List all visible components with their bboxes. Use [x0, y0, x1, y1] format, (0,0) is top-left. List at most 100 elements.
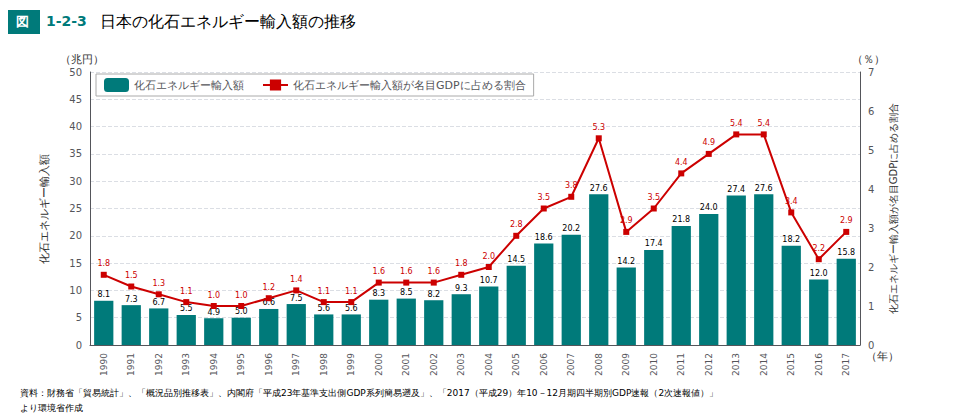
svg-text:15.8: 15.8	[837, 248, 855, 257]
svg-text:14.2: 14.2	[617, 257, 635, 266]
svg-text:1991: 1991	[126, 353, 136, 376]
svg-text:1.1: 1.1	[317, 287, 330, 296]
svg-text:1-2-3: 1-2-3	[46, 13, 87, 29]
svg-text:3.5: 3.5	[647, 193, 660, 202]
svg-text:25: 25	[69, 203, 82, 214]
svg-text:資料：財務省「貿易統計」、「概況品別推移表」、内閣府「平成2: 資料：財務省「貿易統計」、「概況品別推移表」、内閣府「平成23年基準支出側GDP…	[20, 388, 718, 398]
svg-text:7.3: 7.3	[125, 295, 138, 304]
svg-text:1.2: 1.2	[262, 283, 275, 292]
svg-text:1.0: 1.0	[207, 291, 220, 300]
svg-text:2008: 2008	[594, 353, 604, 376]
svg-text:18.6: 18.6	[535, 233, 553, 242]
svg-text:3.4: 3.4	[785, 197, 798, 206]
svg-text:45: 45	[69, 94, 82, 105]
svg-text:30: 30	[69, 176, 82, 187]
svg-text:5.6: 5.6	[345, 304, 358, 313]
svg-text:1993: 1993	[181, 353, 191, 376]
svg-text:2007: 2007	[566, 353, 576, 376]
svg-text:5: 5	[868, 145, 874, 156]
svg-text:2004: 2004	[484, 353, 494, 376]
svg-text:1995: 1995	[236, 353, 246, 376]
svg-text:1.8: 1.8	[455, 259, 468, 268]
svg-text:2001: 2001	[401, 353, 411, 376]
svg-text:1.6: 1.6	[372, 267, 385, 276]
svg-text:7: 7	[868, 67, 874, 78]
svg-text:1.5: 1.5	[125, 271, 138, 280]
svg-text:27.4: 27.4	[727, 185, 745, 194]
svg-text:4: 4	[868, 184, 874, 195]
svg-text:2015: 2015	[786, 353, 796, 376]
svg-text:1998: 1998	[319, 353, 329, 376]
svg-text:7.5: 7.5	[290, 294, 303, 303]
svg-text:5.4: 5.4	[730, 119, 743, 128]
svg-text:1.1: 1.1	[180, 287, 193, 296]
svg-text:2006: 2006	[539, 353, 549, 376]
svg-text:14.5: 14.5	[507, 255, 525, 264]
svg-text:17.4: 17.4	[645, 239, 663, 248]
svg-text:1: 1	[868, 301, 874, 312]
svg-text:1.0: 1.0	[235, 291, 248, 300]
svg-text:15: 15	[69, 258, 82, 269]
svg-text:5.6: 5.6	[317, 304, 330, 313]
svg-text:1992: 1992	[154, 353, 164, 376]
svg-text:2.0: 2.0	[482, 252, 495, 261]
svg-text:2: 2	[868, 262, 874, 273]
svg-text:4.9: 4.9	[207, 308, 220, 317]
svg-text:1999: 1999	[346, 353, 356, 376]
svg-text:5: 5	[76, 312, 82, 323]
svg-text:2011: 2011	[676, 353, 686, 376]
svg-text:0: 0	[868, 340, 874, 351]
svg-text:9.3: 9.3	[455, 284, 468, 293]
svg-text:2009: 2009	[621, 353, 631, 376]
svg-text:5.4: 5.4	[757, 119, 770, 128]
svg-text:3.8: 3.8	[565, 181, 578, 190]
svg-text:20.2: 20.2	[562, 224, 580, 233]
svg-text:（％）: （％）	[852, 53, 885, 66]
svg-text:化石エネルギー輸入額が名目GDPに占める割合: 化石エネルギー輸入額が名目GDPに占める割合	[888, 103, 899, 314]
svg-text:1.4: 1.4	[290, 275, 303, 284]
svg-text:27.6: 27.6	[590, 184, 608, 193]
svg-text:1997: 1997	[291, 353, 301, 376]
svg-text:8.5: 8.5	[400, 288, 413, 297]
svg-text:3.5: 3.5	[537, 193, 550, 202]
svg-text:より環境省作成: より環境省作成	[20, 403, 83, 413]
svg-text:日本の化石エネルギー輸入額の推移: 日本の化石エネルギー輸入額の推移	[100, 12, 356, 31]
svg-text:2.9: 2.9	[620, 216, 633, 225]
svg-text:0: 0	[76, 340, 82, 351]
svg-text:8.3: 8.3	[372, 289, 385, 298]
svg-text:1.6: 1.6	[400, 267, 413, 276]
svg-text:4.4: 4.4	[675, 158, 688, 167]
svg-text:4.9: 4.9	[702, 138, 715, 147]
svg-text:5.5: 5.5	[180, 304, 193, 313]
svg-text:2013: 2013	[731, 353, 741, 376]
svg-text:1.3: 1.3	[152, 279, 165, 288]
svg-text:2005: 2005	[511, 353, 521, 376]
svg-text:40: 40	[69, 121, 82, 132]
svg-text:10.7: 10.7	[480, 276, 498, 285]
svg-text:化石エネルギー輸入額が名目GDPに占める割合: 化石エネルギー輸入額が名目GDPに占める割合	[293, 79, 526, 92]
svg-text:21.8: 21.8	[672, 215, 690, 224]
svg-text:8.1: 8.1	[97, 290, 110, 299]
svg-text:27.6: 27.6	[755, 184, 773, 193]
svg-text:35: 35	[69, 148, 82, 159]
svg-text:2003: 2003	[456, 353, 466, 376]
svg-text:24.0: 24.0	[700, 203, 718, 212]
svg-text:6.7: 6.7	[152, 298, 165, 307]
svg-text:化石エネルギー輸入額: 化石エネルギー輸入額	[38, 154, 51, 264]
svg-text:1.8: 1.8	[97, 259, 110, 268]
svg-text:8.2: 8.2	[427, 290, 440, 299]
svg-text:10: 10	[69, 285, 82, 296]
svg-text:1.1: 1.1	[345, 287, 358, 296]
svg-text:（年）: （年）	[866, 350, 899, 363]
svg-text:1990: 1990	[99, 353, 109, 376]
svg-text:2000: 2000	[374, 353, 384, 376]
svg-text:1994: 1994	[209, 353, 219, 376]
svg-text:18.2: 18.2	[782, 235, 800, 244]
svg-text:図: 図	[16, 14, 29, 29]
svg-text:2016: 2016	[814, 353, 824, 376]
svg-text:6: 6	[868, 106, 874, 117]
svg-text:2.2: 2.2	[812, 244, 825, 253]
svg-text:化石エネルギー輸入額: 化石エネルギー輸入額	[134, 79, 244, 92]
svg-text:2010: 2010	[649, 353, 659, 376]
svg-text:12.0: 12.0	[810, 269, 828, 278]
